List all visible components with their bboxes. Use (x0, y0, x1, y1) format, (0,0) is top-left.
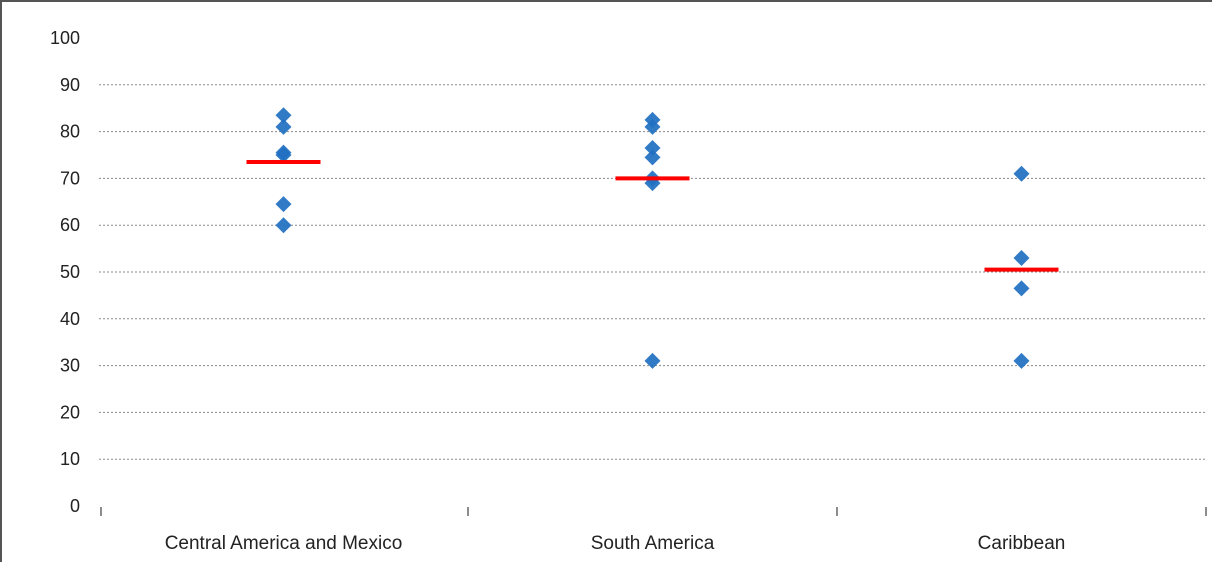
data-point-0-0 (275, 107, 292, 124)
data-point-1-3 (644, 149, 661, 166)
category-label-2: Caribbean (978, 533, 1066, 554)
data-point-2-0 (1013, 165, 1030, 182)
x-axis-category-labels: Central America and Mexico South America C… (165, 533, 1066, 554)
data-point-1-6 (644, 352, 661, 369)
category-label-1: South America (591, 533, 715, 554)
average-markers (246, 160, 1059, 272)
y-tick-label-50: 50 (60, 262, 80, 282)
y-tick-label-90: 90 (60, 75, 80, 95)
data-point-0-5 (275, 217, 292, 234)
data-point-0-4 (275, 196, 292, 213)
y-axis-tick-labels: 0 10 20 30 40 50 60 70 80 90 100 (50, 28, 80, 516)
data-point-1-2 (644, 139, 661, 156)
data-point-0-3 (275, 147, 292, 163)
y-tick-label-10: 10 (60, 449, 80, 469)
y-tick-label-70: 70 (60, 168, 80, 188)
data-point-2-2 (1013, 280, 1030, 297)
y-tick-label-0: 0 (70, 496, 80, 516)
data-point-0-1 (275, 118, 292, 135)
data-point-2-3 (1013, 352, 1030, 369)
y-tick-label-100: 100 (50, 28, 80, 48)
y-tick-label-30: 30 (60, 356, 80, 376)
y-tick-label-60: 60 (60, 215, 80, 235)
y-tick-label-80: 80 (60, 122, 80, 142)
category-label-0: Central America and Mexico (165, 533, 403, 554)
x-axis (100, 507, 1207, 516)
y-tick-label-40: 40 (60, 309, 80, 329)
y-tick-label-20: 20 (60, 402, 80, 422)
data-points (275, 107, 1030, 369)
data-point-2-1 (1013, 249, 1030, 266)
data-point-1-1 (644, 118, 661, 135)
